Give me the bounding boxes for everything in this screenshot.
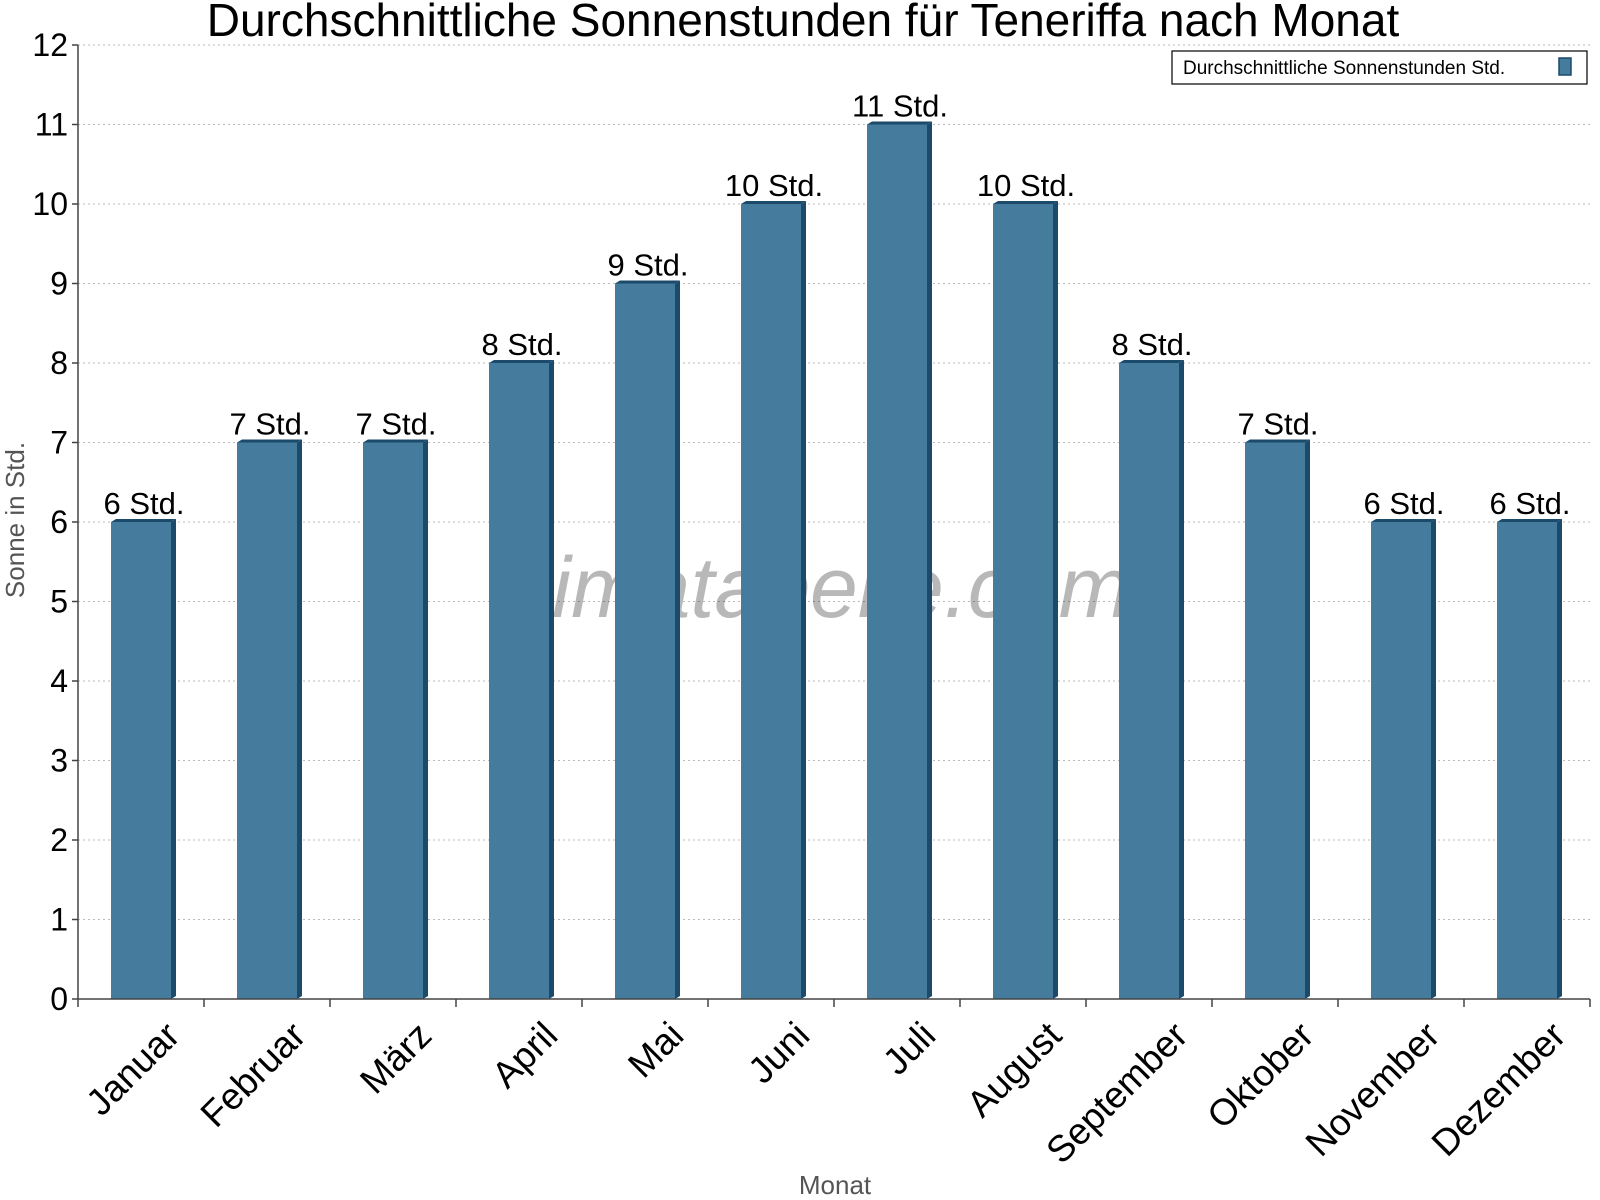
- bar-oktober: [1245, 439, 1310, 999]
- legend-label: Durchschnittliche Sonnenstunden Std.: [1183, 58, 1505, 79]
- y-tick-label: 7: [50, 425, 68, 461]
- bar-side: [1431, 519, 1436, 999]
- y-tick-label: 0: [50, 981, 68, 1017]
- bar-top: [741, 201, 806, 204]
- data-label: 6 Std.: [1490, 486, 1571, 521]
- legend-swatch: [1558, 57, 1572, 76]
- bar-august: [993, 201, 1058, 999]
- bar-side: [1557, 519, 1562, 999]
- bar-side: [297, 439, 302, 999]
- bar-side: [1305, 439, 1310, 999]
- bar-top: [111, 519, 176, 522]
- legend: Durchschnittliche Sonnenstunden Std.: [1171, 50, 1588, 85]
- y-tick-label: 11: [35, 107, 68, 143]
- bar-side: [1053, 201, 1058, 999]
- bar-märz: [363, 439, 428, 999]
- x-tick-label: Dezember: [1424, 1014, 1574, 1164]
- data-label: 11 Std.: [852, 89, 948, 124]
- grid-lines: [78, 44, 1590, 920]
- x-tick-label: Oktober: [1199, 1014, 1321, 1136]
- x-tick-label: März: [352, 1014, 439, 1101]
- x-tick-label: August: [959, 1014, 1070, 1125]
- x-axis-ticks: Januar Februar März April Mai Juni Juli AugustS…: [77, 999, 1591, 1171]
- bar-mai: [615, 280, 680, 999]
- chart-title: Durchschnittliche Sonnenstunden für Tene…: [207, 0, 1400, 46]
- data-label: 7 Std.: [230, 407, 311, 442]
- bar-face: [1371, 522, 1431, 999]
- bar-top: [489, 360, 554, 363]
- bar-face: [993, 204, 1053, 999]
- bars: [111, 121, 1562, 999]
- data-labels: 6 Std. 7 Std. 7 Std. 8 Std. 9 Std. 10 Std. 11 …: [104, 89, 1571, 522]
- bar-april: [489, 360, 554, 999]
- data-label: 8 Std.: [1112, 327, 1193, 362]
- bar-side: [927, 121, 932, 999]
- bar-face: [1119, 363, 1179, 999]
- y-tick-label: 12: [32, 27, 68, 63]
- data-label: 9 Std.: [608, 248, 689, 283]
- y-tick-label: 3: [50, 743, 68, 779]
- bar-juli: [867, 121, 932, 999]
- bar-dezember: [1497, 519, 1562, 999]
- data-label: 10 Std.: [725, 168, 823, 203]
- y-tick-label: 6: [50, 504, 68, 540]
- x-tick-label: Januar: [78, 1014, 187, 1123]
- y-tick-label: 4: [50, 663, 68, 699]
- bar-november: [1371, 519, 1436, 999]
- bar-face: [111, 522, 171, 999]
- y-tick-label: 8: [50, 345, 68, 381]
- y-tick-label: 9: [50, 266, 68, 302]
- bar-januar: [111, 519, 176, 999]
- x-tick-label: Mai: [620, 1014, 691, 1085]
- data-label: 7 Std.: [1238, 407, 1319, 442]
- bar-face: [363, 442, 423, 999]
- x-tick-label: Juli: [875, 1014, 943, 1082]
- x-axis-label: Monat: [799, 1170, 872, 1200]
- bar-face: [1497, 522, 1557, 999]
- bar-side: [423, 439, 428, 999]
- bar-face: [489, 363, 549, 999]
- bar-top: [993, 201, 1058, 204]
- y-tick-label: 1: [50, 902, 68, 938]
- bar-face: [741, 204, 801, 999]
- bar-side: [801, 201, 806, 999]
- bar-top: [363, 439, 428, 443]
- y-axis-label: Sonne in Std.: [0, 442, 30, 598]
- legend-box: [1171, 50, 1588, 85]
- y-tick-label: 5: [50, 584, 68, 620]
- data-label: 8 Std.: [482, 327, 563, 362]
- bar-top: [867, 121, 932, 125]
- bar-top: [1497, 519, 1562, 522]
- x-tick-label: April: [484, 1014, 565, 1095]
- bar-side: [675, 280, 680, 999]
- y-tick-label: 10: [32, 186, 68, 222]
- x-tick-label: Juni: [740, 1014, 817, 1091]
- data-label: 6 Std.: [1364, 486, 1445, 521]
- bar-top: [1371, 519, 1436, 522]
- bar-face: [1245, 442, 1305, 999]
- bar-side: [549, 360, 554, 999]
- x-tick-label: Februar: [193, 1014, 314, 1135]
- bar-top: [237, 439, 302, 443]
- bar-side: [171, 519, 176, 999]
- bar-top: [1245, 439, 1310, 443]
- x-tick-label: November: [1298, 1014, 1448, 1164]
- bar-februar: [237, 439, 302, 999]
- bar-face: [615, 283, 675, 999]
- bar-side: [1179, 360, 1184, 999]
- bar-face: [867, 124, 927, 999]
- bar-top: [1119, 360, 1184, 363]
- bar-september: [1119, 360, 1184, 999]
- bar-juni: [741, 201, 806, 999]
- data-label: 7 Std.: [356, 407, 437, 442]
- bar-face: [237, 442, 297, 999]
- data-label: 6 Std.: [104, 486, 185, 521]
- bar-top: [615, 280, 680, 284]
- data-label: 10 Std.: [977, 168, 1075, 203]
- y-tick-label: 2: [50, 822, 68, 858]
